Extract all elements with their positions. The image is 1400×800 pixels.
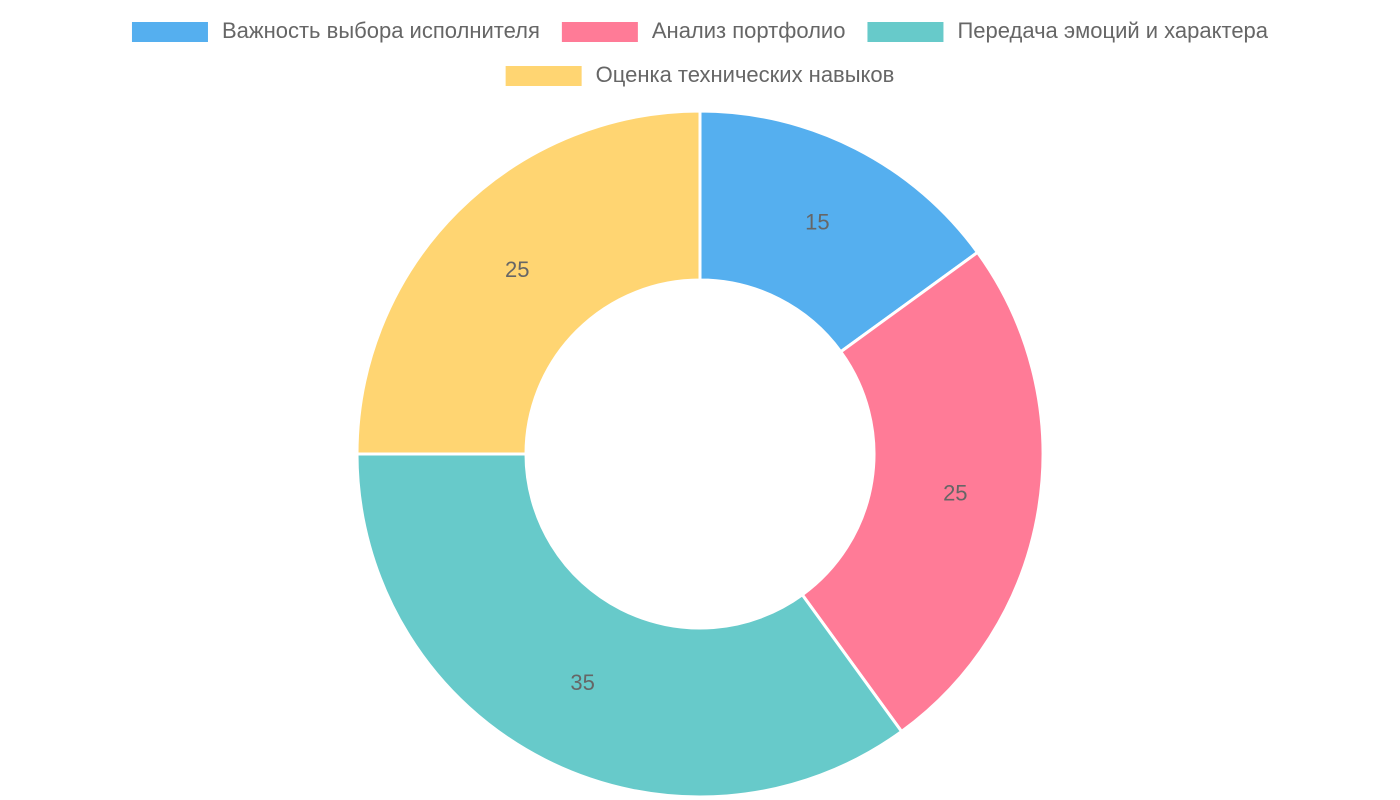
legend-swatch	[561, 22, 638, 42]
legend-item: Анализ портфолио	[561, 18, 846, 43]
legend-label: Анализ портфолио	[652, 18, 846, 43]
legend-label: Передача эмоций и характера	[957, 18, 1268, 43]
data-label: 15	[805, 209, 829, 234]
legend-swatch	[867, 22, 944, 42]
legend-swatch	[131, 22, 208, 42]
legend-item: Передача эмоций и характера	[867, 18, 1269, 43]
legend-label: Оценка технических навыков	[596, 62, 895, 87]
doughnut-slice	[355, 109, 702, 456]
doughnut-slice	[355, 452, 904, 799]
data-label: 25	[505, 257, 529, 282]
legend-item: Оценка технических навыков	[505, 62, 895, 87]
doughnut-slice	[800, 250, 1045, 734]
data-label: 25	[943, 480, 967, 505]
doughnut-slice	[698, 109, 980, 354]
legend-swatch	[505, 66, 582, 86]
legend-label: Важность выбора исполнителя	[222, 18, 540, 43]
data-label: 35	[570, 670, 594, 695]
legend-item: Важность выбора исполнителя	[131, 18, 540, 43]
